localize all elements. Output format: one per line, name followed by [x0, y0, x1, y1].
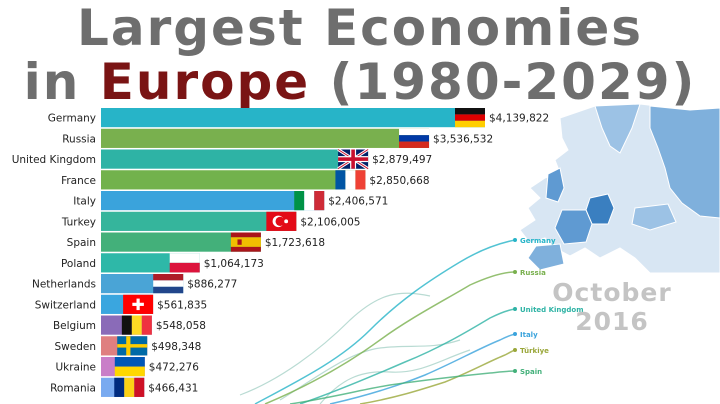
bar-row: France $2,850,668: [61, 170, 430, 190]
bar-row: Switzerland $561,835: [35, 294, 207, 314]
flag-italy-icon: [294, 191, 325, 211]
value-label: $548,058: [156, 320, 206, 332]
category-label: Sweden: [55, 341, 97, 353]
bar: [101, 191, 325, 211]
bar-row: Ukraine $472,276: [55, 357, 199, 377]
bar-row: Russia $3,536,532: [62, 128, 493, 148]
flag-poland-icon: [169, 253, 200, 273]
flag-belgium-icon: [121, 315, 152, 335]
bar-row: Netherlands $886,277: [32, 274, 237, 294]
value-label: $1,064,173: [204, 258, 264, 270]
value-label: $2,406,571: [328, 196, 388, 208]
value-label: $886,277: [187, 279, 237, 291]
title-suffix: (1980-2029): [310, 53, 697, 111]
bar-row: Spain $1,723,618: [67, 232, 325, 252]
bar-row: Romania $466,431: [50, 377, 198, 397]
chart-title-line1: Largest Economies: [76, 0, 644, 57]
flag-russia-icon: [399, 128, 430, 148]
bar-row: Belgium $548,058: [53, 315, 206, 335]
value-label: $466,431: [148, 382, 198, 394]
map-ukraine: [631, 203, 677, 231]
flag-france-icon: [335, 170, 366, 190]
category-label: Ukraine: [55, 362, 96, 374]
category-label: Netherlands: [32, 279, 96, 291]
bar-row: Turkey $2,106,005: [61, 211, 360, 231]
flag-turkey-icon: [266, 211, 297, 231]
flag-switzerland-icon: [123, 294, 154, 314]
value-label: $3,536,532: [433, 133, 493, 145]
value-label: $1,723,618: [265, 237, 325, 249]
value-label: $2,106,005: [300, 216, 360, 228]
value-label: $472,276: [149, 362, 199, 374]
title-highlight: Europe: [99, 53, 311, 111]
value-label: $2,850,668: [369, 175, 429, 187]
bar: [101, 149, 369, 169]
category-label: Italy: [73, 196, 96, 208]
bar: [101, 128, 430, 148]
map-spain: [527, 243, 565, 271]
map-scandinavia: [594, 103, 641, 154]
flag-netherlands-icon: [153, 274, 184, 294]
bar-row: Sweden $498,348: [55, 336, 201, 356]
value-label: $2,879,497: [372, 154, 432, 166]
bar: [101, 211, 297, 231]
map-france: [554, 209, 593, 245]
value-label: $4,139,822: [489, 113, 549, 125]
map-uk: [545, 167, 565, 203]
flag-spain-icon: [230, 232, 261, 252]
value-label: $561,835: [157, 299, 207, 311]
category-label: Germany: [48, 113, 96, 125]
flag-romania-icon: [114, 377, 145, 397]
bar-row: Italy $2,406,571: [73, 191, 388, 211]
category-label: Spain: [67, 237, 96, 249]
category-label: United Kingdom: [12, 154, 96, 166]
flag-uk-icon: [337, 148, 369, 170]
category-label: Belgium: [53, 320, 96, 332]
bar-row: Poland $1,064,173: [61, 253, 264, 273]
bar: [101, 232, 261, 252]
flag-germany-icon: [455, 108, 485, 128]
category-label: Switzerland: [35, 299, 96, 311]
chart-title-line2: in Europe (1980-2029): [0, 54, 720, 110]
category-label: Russia: [62, 133, 96, 145]
category-label: Poland: [61, 258, 96, 270]
value-label: $498,348: [151, 341, 201, 353]
flag-sweden-icon: [117, 336, 148, 356]
map-russia: [649, 105, 720, 219]
bar-row: Germany $4,139,822: [48, 108, 549, 128]
category-label: Turkey: [61, 216, 96, 228]
bar-row: United Kingdom $2,879,497: [12, 148, 432, 170]
bar: [101, 170, 366, 190]
category-label: France: [61, 175, 96, 187]
title-prefix: in: [23, 53, 100, 111]
category-label: Romania: [50, 382, 96, 394]
europe-map-icon: [519, 103, 720, 273]
flag-ukraine-icon: [114, 357, 145, 377]
bar: [101, 108, 485, 128]
date-label: October 2016: [552, 278, 672, 336]
